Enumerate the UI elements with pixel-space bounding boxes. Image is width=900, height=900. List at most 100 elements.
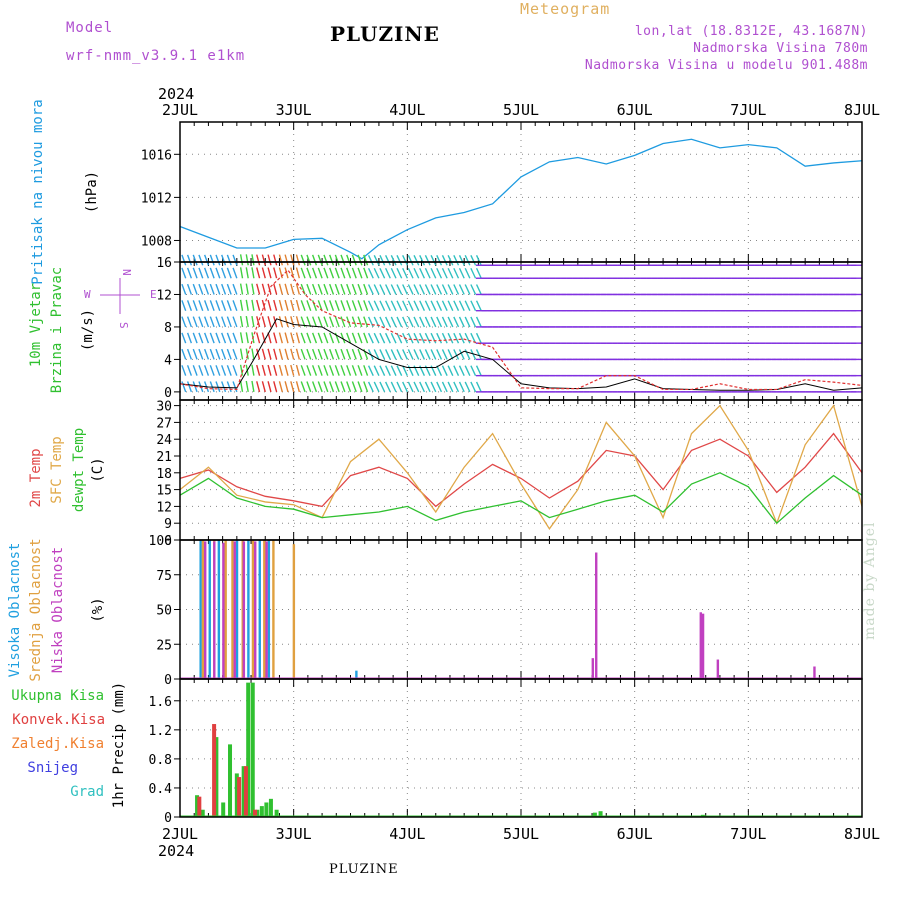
wind-arrow	[436, 254, 443, 266]
wind-arrow	[367, 284, 374, 295]
wind-arrow	[373, 349, 380, 360]
wind-arrow	[357, 348, 363, 360]
wind-arrow	[419, 316, 426, 328]
wind-arrow	[215, 316, 221, 328]
wind-arrow	[181, 348, 187, 360]
wind-arrow	[436, 316, 443, 328]
wind-arrow	[363, 300, 369, 311]
wind-arrow	[239, 283, 244, 295]
wind-arrow	[413, 316, 420, 328]
compass-w: W	[84, 288, 91, 301]
cloud-high-bar	[199, 540, 202, 679]
cloud-low-bar	[595, 552, 598, 679]
compass-e: E	[150, 288, 157, 301]
wind-arrow	[256, 381, 261, 393]
wind-arrow	[447, 316, 454, 328]
precip-total-bar	[598, 811, 603, 817]
wind-arrow	[221, 365, 227, 376]
wind-arrow	[284, 332, 289, 344]
wind-arrow	[419, 300, 426, 312]
wind-arrow	[215, 254, 221, 266]
wind-arrow	[215, 267, 221, 279]
wind-arrow	[226, 283, 232, 295]
wind-arrow	[232, 283, 238, 295]
cloud-low-bar	[254, 541, 257, 679]
wind-arrow	[226, 254, 232, 266]
wind-arrow	[317, 381, 323, 393]
wind-arrow	[278, 364, 283, 376]
precip-legend-2: Zaledj.Kisa	[11, 736, 104, 752]
wind-arrow	[323, 283, 329, 295]
wind-arrow	[245, 380, 249, 393]
wind-arrow	[215, 365, 221, 376]
wind-arrow	[256, 283, 261, 295]
wind-arrow	[363, 267, 369, 279]
wind-arrow	[470, 381, 477, 393]
wind-arrow	[256, 267, 261, 279]
precip-legend-3: Snijeg	[27, 760, 78, 776]
wind-arrow	[192, 267, 198, 279]
cloud-low-bar	[213, 541, 216, 679]
ylabel-cloud-mid: Srednja Oblacnost	[28, 538, 44, 681]
wind-arrow	[306, 300, 312, 311]
wind-arrow	[385, 267, 391, 279]
wind-arrow	[251, 254, 255, 266]
wind-arrow	[306, 348, 312, 360]
wind-arrow	[458, 284, 465, 295]
wind-arrow	[379, 284, 386, 295]
wind-arrow	[346, 381, 352, 393]
cloud-low-bar	[591, 658, 595, 679]
ylabel-wind-1: 10m Vjetar	[28, 283, 44, 367]
wind-arrow	[226, 332, 232, 344]
wind-arrow	[295, 381, 301, 393]
ytick-label-temperature: 18	[156, 467, 172, 482]
wind-arrow	[295, 267, 301, 279]
wind-arrow	[215, 348, 221, 360]
wind-arrow	[357, 332, 363, 344]
wind-arrow	[385, 316, 391, 328]
ytick-label-clouds: 100	[149, 534, 172, 549]
wind-arrow	[367, 332, 374, 344]
lonlat-label: lon,lat (18.8312E, 43.1687N)	[634, 24, 868, 39]
wind-arrow	[295, 332, 301, 344]
wind-arrow	[424, 316, 431, 328]
xtick-label-bottom: 6JUL	[617, 825, 653, 843]
wind-arrow	[346, 365, 352, 376]
precip-conv-bar	[253, 809, 258, 817]
wind-arrow	[221, 316, 227, 328]
wind-arrow	[464, 267, 471, 279]
wind-arrow	[436, 381, 443, 393]
cloud-low-bar	[242, 541, 246, 679]
wind-arrow	[351, 316, 357, 328]
model-name: wrf-nmm_v3.9.1 e1km	[66, 48, 246, 64]
wind-arrow	[232, 316, 238, 328]
wind-arrow	[261, 332, 266, 344]
wind-arrow	[232, 332, 238, 344]
ytick-label-precipitation: 0.8	[149, 753, 172, 768]
precip-total-bar	[214, 737, 219, 817]
wind-arrow	[379, 349, 386, 360]
wind-arrow	[396, 349, 403, 360]
ytick-label-precipitation: 1.6	[149, 695, 172, 710]
wind-arrow	[186, 283, 193, 295]
wind-arrow	[402, 300, 408, 312]
cloud-high-bar	[258, 540, 261, 679]
wind-arrow	[232, 267, 238, 279]
wind-arrow	[396, 332, 403, 344]
wind-arrow	[284, 364, 289, 376]
wind-arrow	[198, 381, 204, 393]
xtick-label-bottom: 5JUL	[503, 825, 539, 843]
wind-arrow	[245, 348, 249, 360]
wind-arrow	[278, 348, 283, 360]
wind-arrow	[351, 300, 357, 311]
ylabel-precip: 1hr Precip (mm)	[111, 682, 127, 808]
cloud-low-bar	[233, 541, 236, 679]
xtick-label-bottom: 8JUL	[844, 825, 880, 843]
cloud-high-bar	[247, 540, 250, 679]
wind-arrow	[419, 349, 426, 360]
wind-arrow	[334, 381, 340, 393]
cloud-low-bar	[701, 613, 705, 679]
wind-arrow	[430, 284, 437, 295]
wind-arrow	[419, 267, 426, 279]
wind-arrow	[441, 316, 448, 328]
